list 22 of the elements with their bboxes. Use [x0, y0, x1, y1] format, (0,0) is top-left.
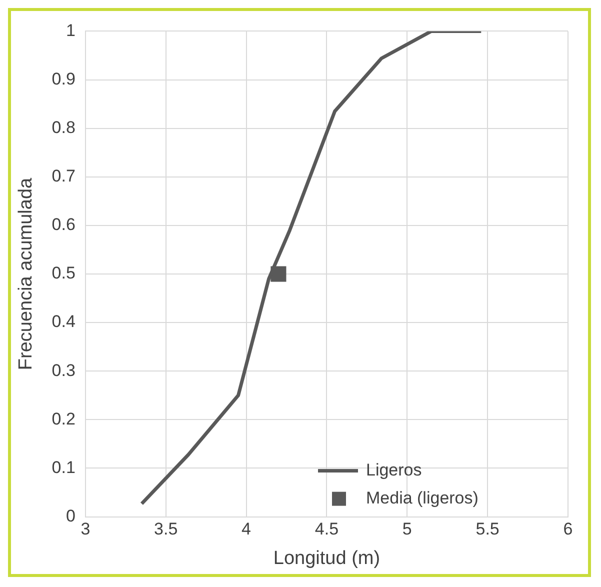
y-tick-label: 0.7 [52, 166, 76, 186]
y-tick-label: 0.5 [52, 264, 76, 283]
y-tick-label: 0.4 [52, 312, 76, 332]
y-tick-label: 0.1 [52, 458, 76, 477]
legend-label: Media (ligeros) [366, 488, 478, 508]
x-tick-label: 4.5 [314, 520, 339, 539]
x-tick-label: 3.5 [154, 520, 178, 539]
y-axis-title: Frecuencia acumulada [16, 177, 37, 370]
y-tick-label: 0.6 [52, 215, 76, 234]
y-tick-label: 0 [66, 506, 76, 526]
x-tick-label: 4 [242, 520, 252, 539]
x-tick-label: 6 [563, 520, 573, 539]
x-tick-label: 5 [402, 520, 412, 539]
y-tick-label: 1 [66, 20, 76, 40]
x-tick-label: 5.5 [476, 520, 500, 539]
legend-label: Ligeros [366, 460, 422, 480]
x-tick-label: 3 [80, 520, 90, 539]
y-tick-label: 0.9 [52, 69, 76, 88]
y-tick-label: 0.2 [52, 409, 76, 428]
y-tick-label: 0.8 [52, 118, 76, 138]
x-axis-title: Longitud (m) [273, 548, 380, 569]
y-tick-label: 0.3 [52, 360, 76, 380]
